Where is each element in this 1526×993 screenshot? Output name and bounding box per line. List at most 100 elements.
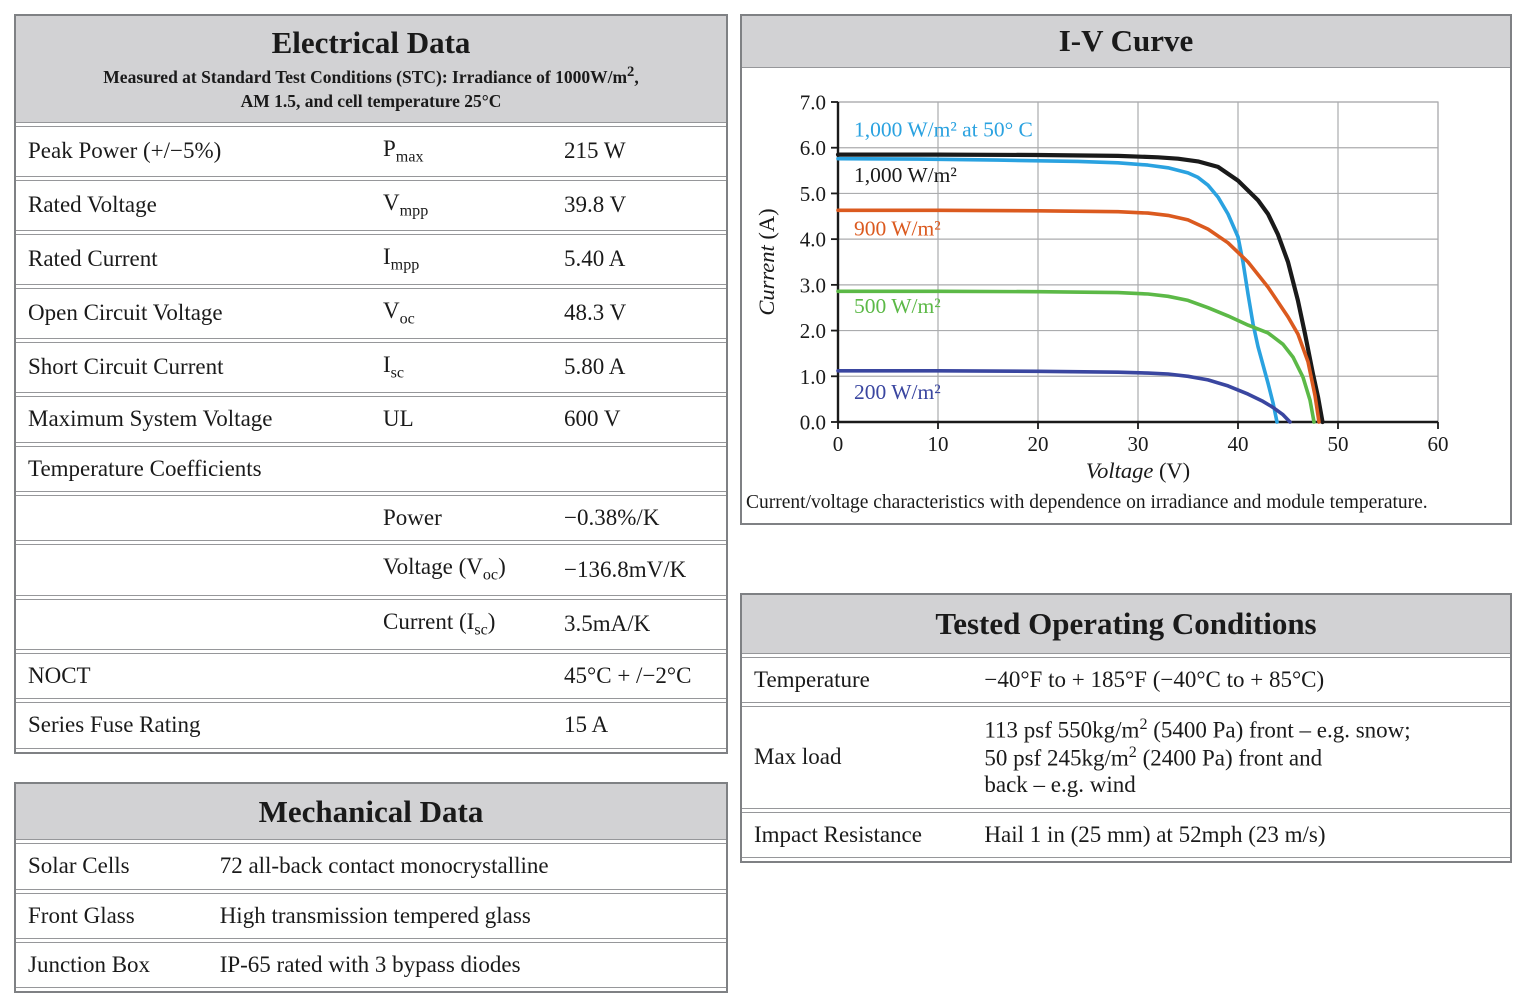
table-cell-value: 45°C + /−2°C [552, 653, 726, 699]
table-cell-symbol [371, 653, 552, 699]
table-cell-label [16, 599, 371, 650]
iv-curve-title: I-V Curve [752, 23, 1500, 59]
table-cell-label: Series Fuse Rating [16, 702, 371, 748]
electrical-data-header: Electrical Data Measured at Standard Tes… [16, 16, 726, 123]
table-cell-label: Temperature [742, 657, 972, 703]
table-cell-label: Max load [742, 706, 972, 809]
table-cell-symbol [371, 446, 552, 492]
mechanical-data-header: Mechanical Data [16, 784, 726, 841]
iv-curve-caption: Current/voltage characteristics with dep… [742, 488, 1510, 523]
y-tick-label: 5.0 [800, 182, 826, 206]
table-cell-label: Peak Power (+/−5%) [16, 126, 371, 177]
table-cell-value: High transmission tempered glass [208, 893, 726, 939]
table-row: Temperature Coefficients [16, 446, 726, 492]
table-cell-label: Temperature Coefficients [16, 446, 371, 492]
x-tick-label: 50 [1328, 432, 1349, 456]
table-cell-label: Open Circuit Voltage [16, 288, 371, 339]
iv-curve-header: I-V Curve [742, 16, 1510, 68]
table-cell-value: 5.80 A [552, 342, 726, 393]
y-tick-label: 7.0 [800, 90, 826, 114]
table-cell-label: Junction Box [16, 942, 208, 988]
x-tick-label: 60 [1428, 432, 1449, 456]
tested-conditions-table: Temperature−40°F to + 185°F (−40°C to + … [742, 654, 1510, 862]
table-cell-value: −0.38%/K [552, 495, 726, 541]
table-cell-label [16, 495, 371, 541]
table-cell-value: 600 V [552, 396, 726, 442]
x-tick-label: 10 [928, 432, 949, 456]
table-cell-value: 5.40 A [552, 234, 726, 285]
table-cell-symbol [371, 702, 552, 748]
table-cell-symbol: UL [371, 396, 552, 442]
table-cell-label: NOCT [16, 653, 371, 699]
iv-series-label-1: 1,000 W/m² at 50° C [854, 117, 1033, 141]
table-cell-label: Front Glass [16, 893, 208, 939]
tested-conditions-panel: Tested Operating Conditions Temperature−… [740, 593, 1512, 863]
table-cell-symbol: Vmpp [371, 180, 552, 231]
table-cell-value: 113 psf 550kg/m2 (5400 Pa) front – e.g. … [972, 706, 1510, 809]
table-row: Voltage (Voc)−136.8mV/K [16, 544, 726, 595]
table-cell-label: Impact Resistance [742, 812, 972, 858]
table-cell-symbol: Voltage (Voc) [371, 544, 552, 595]
table-cell-value: −136.8mV/K [552, 544, 726, 595]
electrical-data-panel: Electrical Data Measured at Standard Tes… [14, 14, 728, 754]
table-cell-symbol: Power [371, 495, 552, 541]
table-cell-symbol: Current (Isc) [371, 599, 552, 650]
table-cell-symbol: Pmax [371, 126, 552, 177]
subtitle-line-2: AM 1.5, and cell temperature 25°C [241, 91, 502, 111]
table-cell-symbol: Impp [371, 234, 552, 285]
tested-conditions-header: Tested Operating Conditions [742, 595, 1510, 654]
table-cell-value: 215 W [552, 126, 726, 177]
iv-series-label-4: 200 W/m² [854, 380, 941, 404]
table-row: Power−0.38%/K [16, 495, 726, 541]
table-row: Current (Isc)3.5mA/K [16, 599, 726, 650]
table-row: NOCT 45°C + /−2°C [16, 653, 726, 699]
table-row: Temperature−40°F to + 185°F (−40°C to + … [742, 657, 1510, 703]
table-cell-label: Rated Voltage [16, 180, 371, 231]
table-cell-value: 48.3 V [552, 288, 726, 339]
x-tick-label: 0 [833, 432, 844, 456]
iv-series-label-2: 900 W/m² [854, 216, 941, 240]
table-cell-value: IP-65 rated with 3 bypass diodes [208, 942, 726, 988]
mechanical-data-title: Mechanical Data [26, 794, 716, 830]
table-cell-value: 39.8 V [552, 180, 726, 231]
subtitle-line-1: Measured at Standard Test Conditions (ST… [103, 67, 638, 87]
table-cell-value [552, 446, 726, 492]
y-tick-label: 0.0 [800, 410, 826, 434]
table-cell-value: Hail 1 in (25 mm) at 52mph (23 m/s) [972, 812, 1510, 858]
table-cell-value: −40°F to + 185°F (−40°C to + 85°C) [972, 657, 1510, 703]
y-tick-label: 1.0 [800, 364, 826, 388]
table-cell-symbol: Voc [371, 288, 552, 339]
table-cell-value: 72 all-back contact monocrystalline [208, 843, 726, 889]
iv-series-label-3: 500 W/m² [854, 294, 941, 318]
y-tick-label: 4.0 [800, 227, 826, 251]
tested-conditions-title: Tested Operating Conditions [752, 606, 1500, 642]
x-tick-label: 30 [1128, 432, 1149, 456]
y-axis-title: Current (A) [754, 208, 779, 315]
iv-series-label-0: 1,000 W/m² [854, 163, 957, 187]
x-tick-label: 20 [1028, 432, 1049, 456]
left-column: Electrical Data Measured at Standard Tes… [14, 14, 728, 993]
table-cell-label: Maximum System Voltage [16, 396, 371, 442]
table-cell-label: Short Circuit Current [16, 342, 371, 393]
table-cell-value: 3.5mA/K [552, 599, 726, 650]
y-tick-label: 3.0 [800, 273, 826, 297]
